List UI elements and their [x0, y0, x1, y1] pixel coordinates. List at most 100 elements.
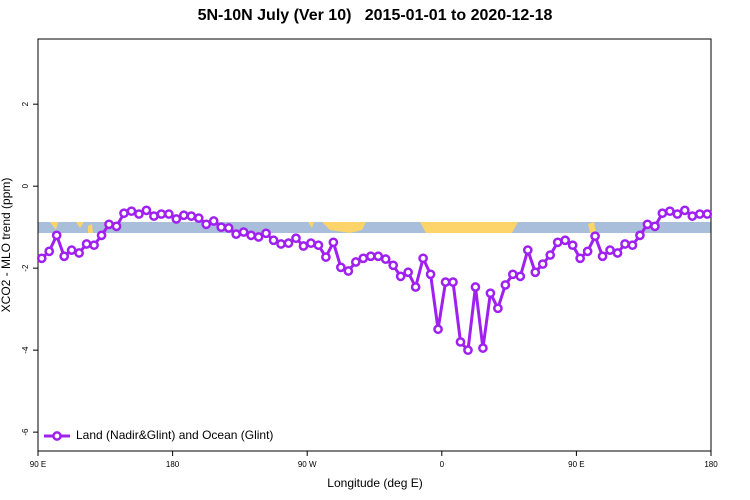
- data-point: [702, 209, 713, 219]
- x-tick-label: 90 W: [298, 460, 317, 469]
- data-point: [530, 267, 541, 278]
- data-point: [500, 280, 511, 290]
- data-point: [261, 228, 271, 239]
- data-point: [448, 277, 458, 287]
- data-point: [216, 222, 227, 233]
- data-point: [328, 237, 339, 248]
- data-point: [246, 230, 256, 241]
- data-point: [433, 324, 443, 335]
- data-point: [515, 271, 526, 282]
- data-point: [66, 245, 77, 255]
- data-point: [612, 248, 623, 258]
- data-point: [126, 206, 137, 217]
- data-point: [358, 253, 369, 264]
- data-point: [694, 209, 705, 219]
- data-point: [253, 232, 264, 242]
- data-point: [298, 241, 309, 251]
- data-point: [365, 251, 376, 262]
- y-axis-label: XCO2 - MLO trend (ppm): [0, 178, 13, 313]
- data-point: [276, 239, 286, 249]
- x-tick-label: 90 E: [568, 460, 584, 469]
- data-point: [186, 211, 197, 221]
- data-point: [51, 230, 62, 241]
- data-point: [485, 288, 496, 299]
- data-point: [522, 245, 533, 255]
- data-point: [425, 269, 436, 280]
- data-point: [44, 246, 55, 257]
- data-point: [164, 209, 174, 219]
- legend-marker: [52, 431, 62, 441]
- x-tick-label: 180: [166, 460, 180, 469]
- data-point: [74, 248, 84, 258]
- ocean-band: [38, 222, 711, 233]
- land-ocean-band: [38, 222, 711, 233]
- data-point: [440, 277, 451, 287]
- data-point: [665, 206, 675, 217]
- land-patch: [420, 222, 518, 233]
- data-point: [627, 240, 638, 251]
- data-point: [605, 245, 615, 255]
- data-point: [582, 246, 593, 257]
- data-point: [687, 211, 698, 221]
- data-point: [89, 240, 99, 251]
- data-point: [291, 233, 301, 244]
- data-point: [343, 266, 354, 276]
- x-tick-label: 90 E: [30, 460, 46, 469]
- data-point: [463, 345, 473, 356]
- data-point: [306, 238, 316, 249]
- data-point: [111, 221, 122, 232]
- data-point: [171, 214, 182, 224]
- data-point: [178, 210, 189, 221]
- data-point: [597, 251, 608, 262]
- data-point: [231, 229, 242, 239]
- data-point: [156, 209, 167, 219]
- data-point: [59, 251, 70, 262]
- data-point: [380, 254, 391, 264]
- data-point: [672, 209, 683, 219]
- data-point: [537, 259, 548, 269]
- data-point: [560, 235, 571, 246]
- land-patch: [322, 222, 366, 233]
- data-point: [679, 205, 690, 216]
- chart-title: 5N-10N July (Ver 10) 2015-01-01 to 2020-…: [198, 7, 553, 24]
- data-point: [350, 257, 361, 267]
- data-point: [620, 239, 630, 249]
- y-tick-label: 2: [21, 101, 30, 106]
- data-point: [567, 240, 578, 251]
- data-point: [268, 235, 279, 246]
- data-point: [201, 219, 212, 230]
- data-point: [545, 250, 556, 260]
- data-point: [208, 216, 219, 226]
- data-point: [642, 219, 653, 230]
- data-point: [478, 343, 488, 353]
- data-point: [81, 239, 92, 249]
- data-point: [470, 282, 481, 292]
- data-point: [395, 271, 406, 282]
- data-point: [36, 253, 47, 264]
- data-point: [455, 337, 466, 347]
- y-tick-label: -2: [21, 264, 30, 272]
- y-tick-label: -6: [21, 428, 30, 436]
- data-point: [388, 260, 399, 271]
- data-point: [552, 237, 563, 248]
- x-axis-label: Longitude (deg E): [327, 476, 422, 490]
- data-point: [590, 231, 600, 242]
- data-point: [493, 303, 503, 314]
- data-point: [238, 227, 249, 237]
- data-point: [193, 213, 204, 223]
- data-point: [134, 209, 144, 219]
- data-point: [635, 230, 645, 241]
- data-point: [575, 253, 585, 264]
- data-point: [650, 221, 660, 232]
- x-tick-label: 180: [704, 460, 718, 469]
- legend-text: Land (Nadir&Glint) and Ocean (Glint): [76, 428, 273, 442]
- data-point: [283, 238, 294, 249]
- data-point: [321, 252, 331, 262]
- data-point: [96, 230, 107, 241]
- data-point: [373, 251, 384, 262]
- data-point: [313, 240, 324, 251]
- data-point: [141, 205, 152, 216]
- data-point: [657, 208, 668, 219]
- data-point: [223, 223, 234, 233]
